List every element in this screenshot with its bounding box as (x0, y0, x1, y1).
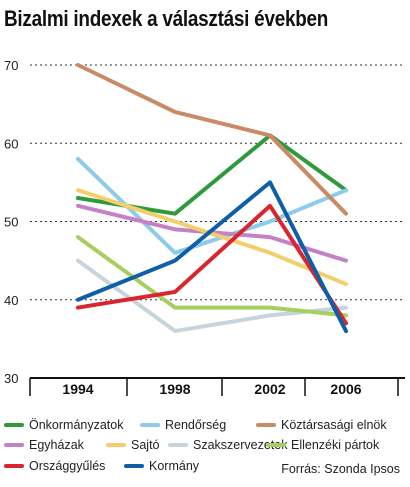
legend-item: Országgyűlés (4, 459, 105, 473)
legend-item: Egyházak (4, 438, 84, 452)
legend-swatch (256, 423, 276, 427)
legend-swatch (4, 464, 24, 468)
y-tick-label: 60 (4, 136, 18, 151)
series-line-8 (76, 180, 348, 334)
series-line-4 (76, 188, 348, 287)
legend-item: Önkormányzatok (4, 418, 123, 432)
chart-title: Bizalmi indexek a választási években (4, 6, 329, 31)
legend-swatch (168, 443, 188, 447)
source-note: Forrás: Szonda Ipsos (281, 462, 400, 476)
legend-swatch (124, 464, 144, 468)
x-axis: 1994 1998 2002 2006 (29, 377, 405, 397)
legend-label: Sajtó (131, 438, 160, 452)
series-lines (76, 63, 348, 334)
legend-label: Egyházak (29, 438, 84, 452)
legend-label: Rendőrség (165, 418, 227, 432)
series-line-6 (76, 235, 348, 318)
legend-label: Ellenzéki pártok (291, 438, 380, 452)
series-line-7 (76, 203, 348, 326)
legend-item: Rendőrség (140, 418, 226, 432)
line-chart: 30 40 50 60 70 1994 1998 2002 2006 (4, 58, 405, 397)
y-tick-label: 40 (4, 293, 18, 308)
legend-label: Kormány (149, 459, 200, 473)
y-tick-label: 50 (4, 215, 18, 230)
legend-item: Kormány (124, 459, 199, 473)
legend-label: Országgyűlés (29, 459, 106, 473)
legend-swatch (140, 423, 160, 427)
legend-swatch (266, 443, 286, 447)
legend-swatch (4, 443, 24, 447)
y-tick-label: 30 (4, 371, 18, 386)
legend: Önkormányzatok Rendőrség Köztársasági elnö… (4, 418, 408, 484)
legend-swatch (4, 423, 24, 427)
x-tick-label: 1998 (159, 381, 190, 397)
legend-item: Szakszervezetek (168, 438, 287, 452)
legend-label: Köztársasági elnök (281, 418, 387, 432)
x-tick-label: 1994 (62, 381, 93, 397)
y-tick-labels: 30 40 50 60 70 (4, 58, 18, 386)
x-tick-label: 2002 (254, 381, 285, 397)
y-tick-label: 70 (4, 58, 18, 73)
x-tick-label: 2006 (330, 381, 361, 397)
series-line-2 (76, 63, 348, 216)
legend-item: Sajtó (106, 438, 160, 452)
legend-item: Ellenzéki pártok (266, 438, 379, 452)
legend-label: Szakszervezetek (193, 438, 288, 452)
legend-item: Köztársasági elnök (256, 418, 387, 432)
legend-label: Önkormányzatok (29, 418, 124, 432)
series-line-5 (76, 258, 348, 334)
series-line-3 (76, 203, 348, 263)
legend-swatch (106, 443, 126, 447)
